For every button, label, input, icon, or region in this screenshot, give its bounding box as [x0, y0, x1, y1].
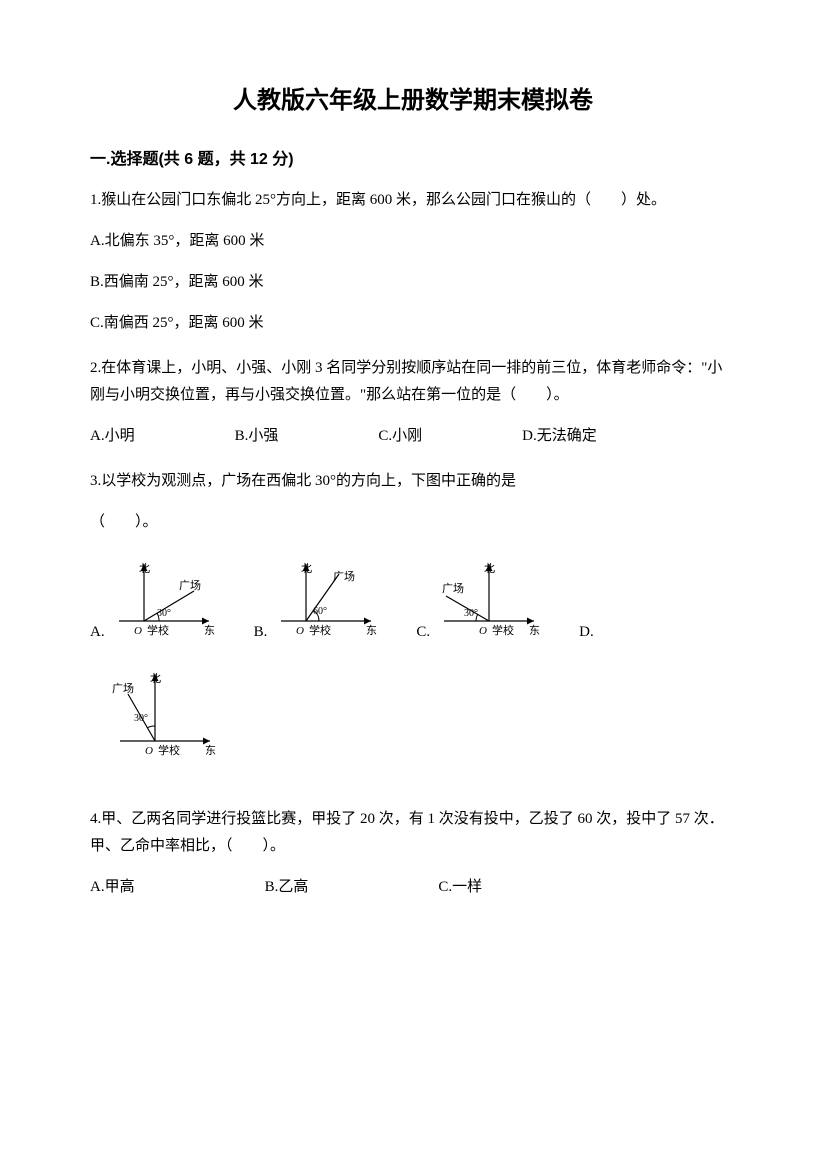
- q1-option-b: B.西偏南 25°，距离 600 米: [90, 269, 736, 296]
- q3-text: 3.以学校为观测点，广场在西偏北 30°的方向上，下图中正确的是: [90, 468, 736, 495]
- svg-text:北: 北: [484, 562, 495, 575]
- diagram-d: 北 东 广场 30° O 学校: [110, 666, 220, 766]
- question-3: 3.以学校为观测点，广场在西偏北 30°的方向上，下图中正确的是 （ ）。 A.…: [90, 468, 736, 766]
- page-title: 人教版六年级上册数学期末模拟卷: [90, 80, 736, 115]
- q3-diagram-row: A. 北 东 广场 30° O 学校 B.: [90, 556, 736, 646]
- question-2: 2.在体育课上，小明、小强、小刚 3 名同学分别按顺序站在同一排的前三位，体育老…: [90, 355, 736, 450]
- q2-option-a: A.小明: [90, 423, 135, 450]
- q4-option-c: C.一样: [438, 874, 482, 901]
- svg-text:O: O: [296, 625, 304, 637]
- svg-text:30°: 30°: [134, 713, 148, 724]
- svg-text:东: 东: [366, 624, 377, 637]
- q3-blank: （ ）。: [90, 509, 736, 536]
- svg-text:30°: 30°: [464, 608, 478, 619]
- svg-text:广场: 广场: [179, 578, 201, 592]
- svg-text:东: 东: [529, 624, 540, 637]
- svg-text:学校: 学校: [492, 623, 514, 637]
- svg-text:广场: 广场: [112, 681, 134, 695]
- q2-option-c: C.小刚: [378, 423, 422, 450]
- svg-text:北: 北: [301, 562, 312, 575]
- q4-option-a: A.甲高: [90, 874, 135, 901]
- svg-text:30°: 30°: [157, 608, 171, 619]
- svg-text:学校: 学校: [309, 623, 331, 637]
- q1-option-a: A.北偏东 35°，距离 600 米: [90, 228, 736, 255]
- svg-text:O: O: [145, 745, 153, 757]
- q3-label-d: D.: [579, 619, 594, 646]
- svg-text:北: 北: [150, 672, 161, 685]
- question-1: 1.猴山在公园门口东偏北 25°方向上，距离 600 米，那么公园门口在猴山的（…: [90, 187, 736, 337]
- q2-text: 2.在体育课上，小明、小强、小刚 3 名同学分别按顺序站在同一排的前三位，体育老…: [90, 355, 736, 409]
- q4-text: 4.甲、乙两名同学进行投篮比赛，甲投了 20 次，有 1 次没有投中，乙投了 6…: [90, 806, 736, 860]
- q4-option-b: B.乙高: [265, 874, 309, 901]
- diagram-a: 北 东 广场 30° O 学校: [109, 556, 219, 646]
- question-4: 4.甲、乙两名同学进行投篮比赛，甲投了 20 次，有 1 次没有投中，乙投了 6…: [90, 806, 736, 901]
- svg-text:学校: 学校: [147, 623, 169, 637]
- svg-text:广场: 广场: [442, 581, 464, 595]
- diagram-b: 北 东 广场 60° O 学校: [271, 556, 381, 646]
- q3-label-b: B.: [254, 619, 268, 646]
- svg-text:东: 东: [204, 624, 215, 637]
- q1-option-c: C.南偏西 25°，距离 600 米: [90, 310, 736, 337]
- q2-option-d: D.无法确定: [522, 423, 597, 450]
- svg-text:学校: 学校: [158, 743, 180, 757]
- q3-label-a: A.: [90, 619, 105, 646]
- svg-text:O: O: [479, 625, 487, 637]
- q3-label-c: C.: [416, 619, 430, 646]
- svg-text:北: 北: [139, 562, 150, 575]
- section-header: 一.选择题(共 6 题，共 12 分): [90, 145, 736, 169]
- svg-text:广场: 广场: [333, 569, 355, 583]
- svg-text:东: 东: [205, 744, 216, 757]
- diagram-c: 北 东 广场 30° O 学校: [434, 556, 544, 646]
- svg-text:O: O: [134, 625, 142, 637]
- q1-text: 1.猴山在公园门口东偏北 25°方向上，距离 600 米，那么公园门口在猴山的（…: [90, 187, 736, 214]
- svg-text:60°: 60°: [313, 606, 327, 617]
- q2-option-b: B.小强: [235, 423, 279, 450]
